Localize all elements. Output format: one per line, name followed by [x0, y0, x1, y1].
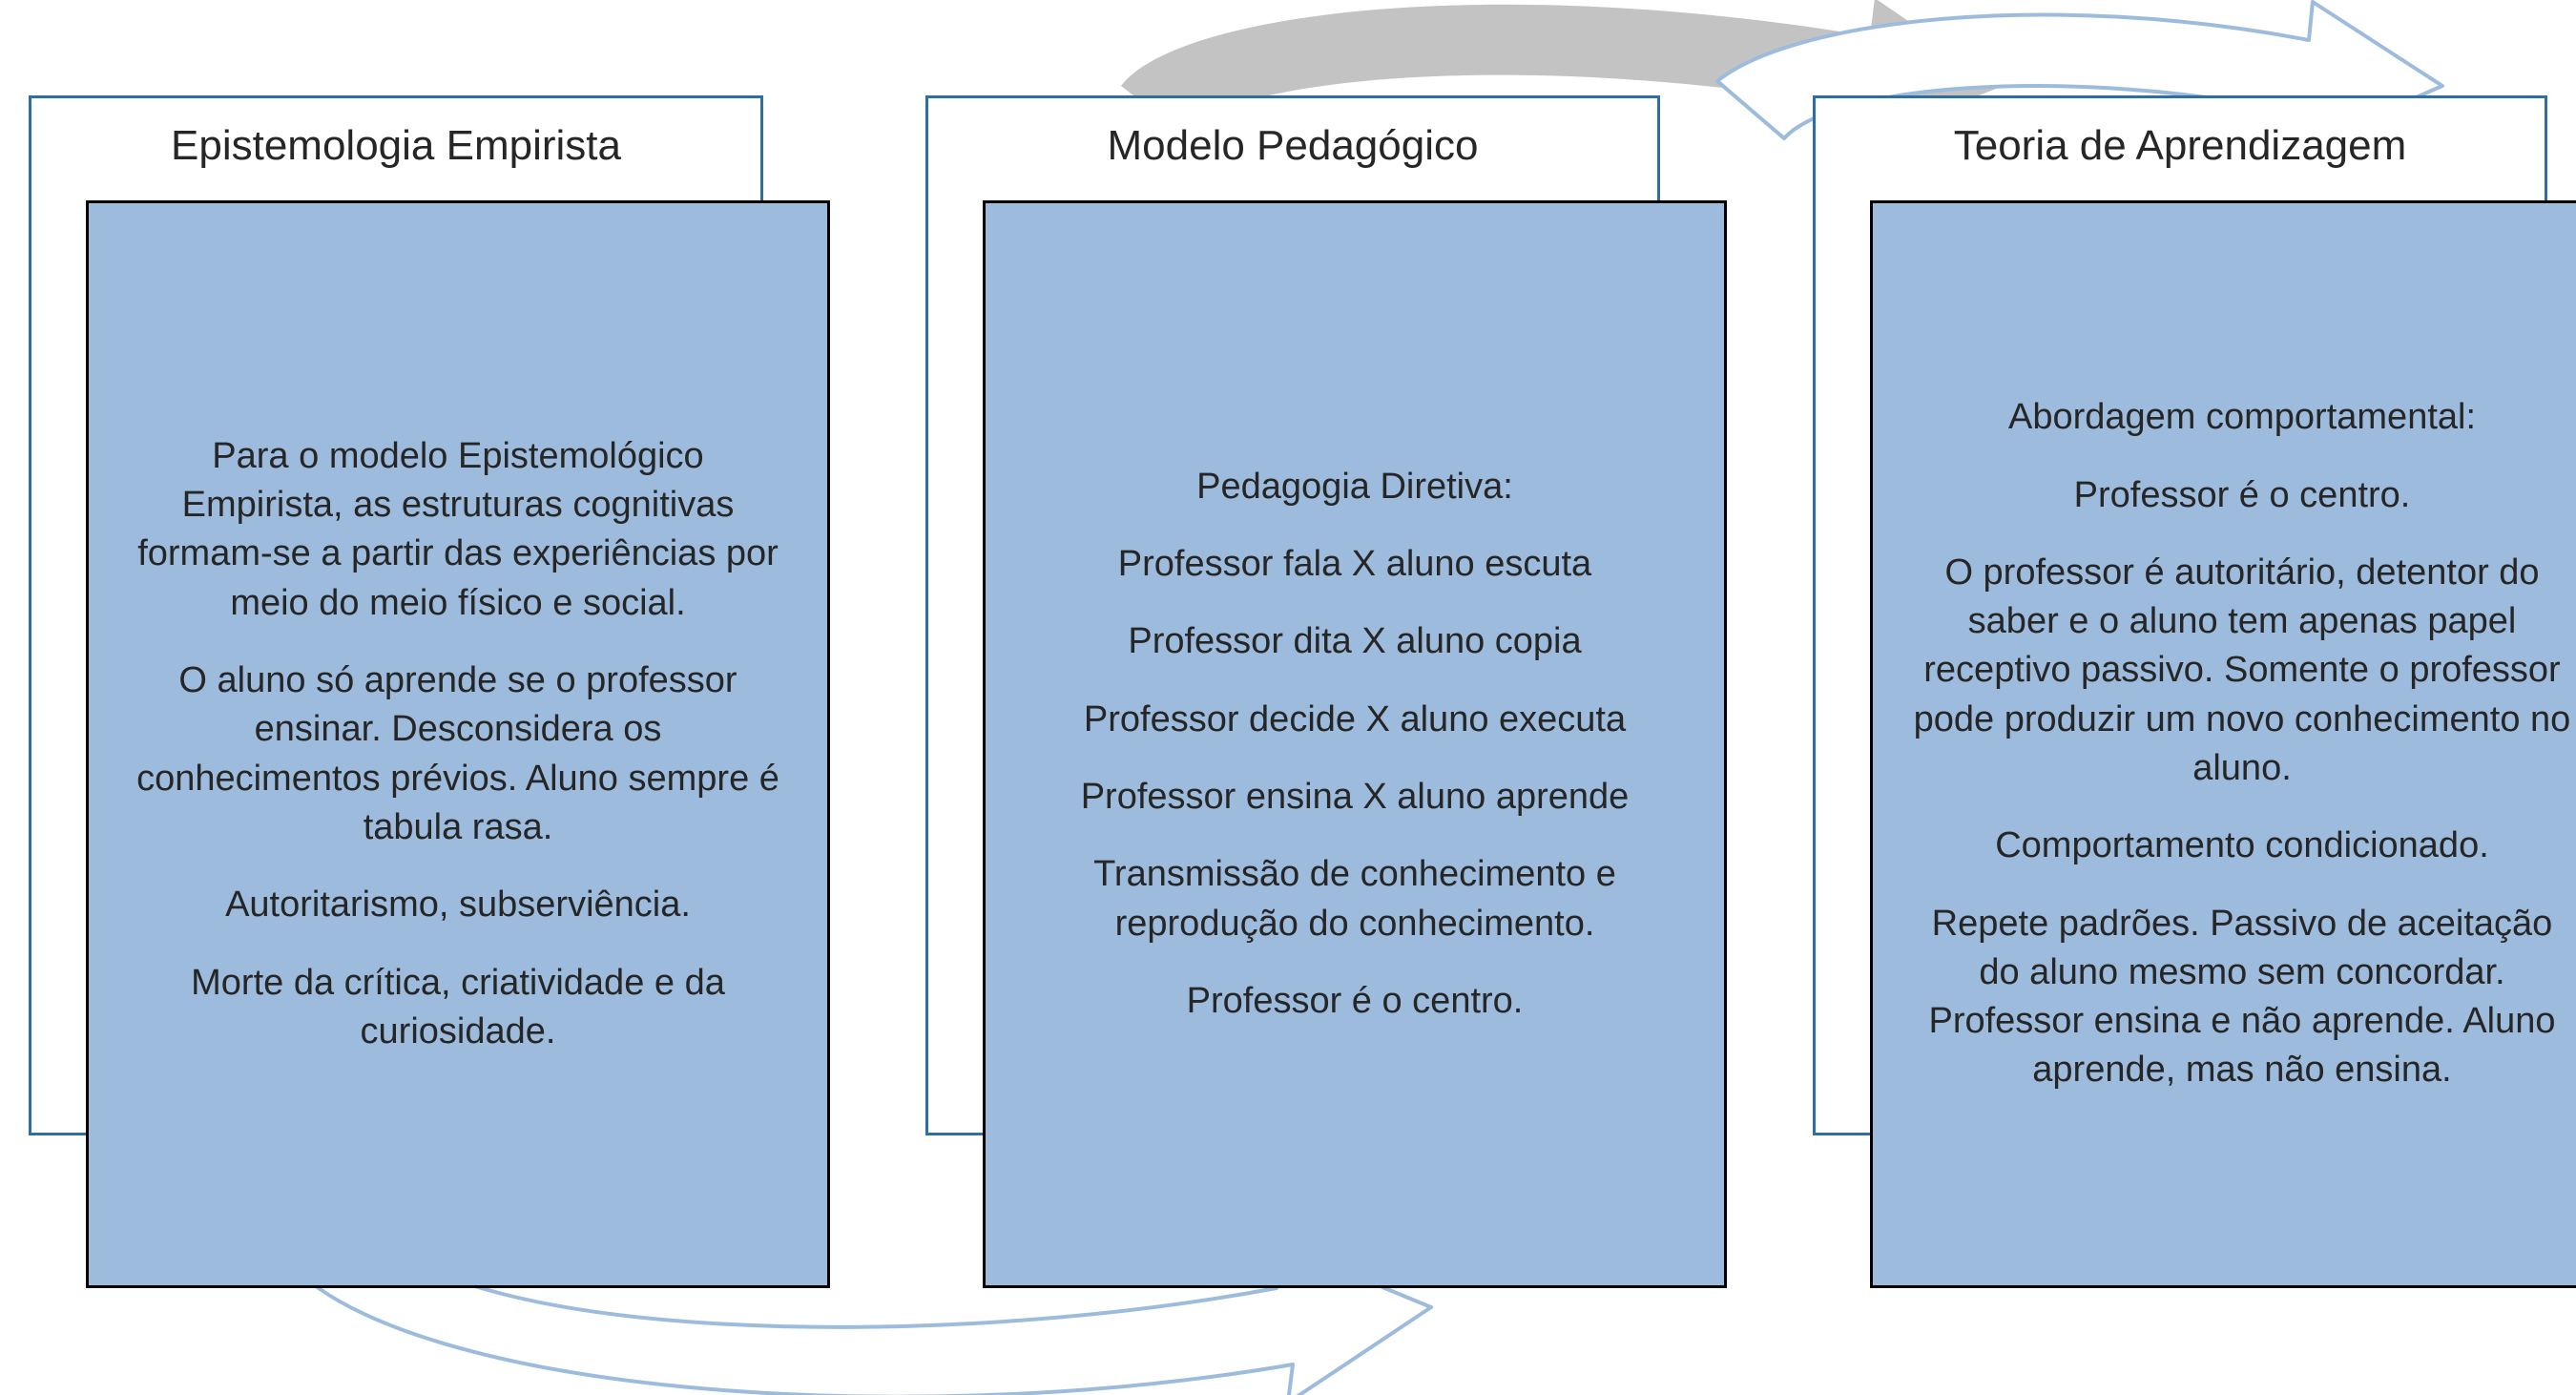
card-modelo-para: Transmissão de conhecimento e reprodução…	[1043, 850, 1667, 948]
card-epistemology-para: Morte da crítica, criatividade e da curi…	[136, 959, 779, 1057]
card-title-epistemology: Epistemologia Empirista	[29, 122, 763, 170]
card-title-teoria: Teoria de Aprendizagem	[1813, 122, 2547, 170]
card-modelo-para: Professor fala X aluno escuta	[1118, 540, 1591, 589]
card-epistemology-para: Para o modelo Epistemológico Empirista, …	[136, 432, 779, 628]
card-modelo-para: Professor dita X aluno copia	[1128, 617, 1581, 666]
card-modelo-para: Professor decide X aluno executa	[1084, 696, 1626, 744]
card-modelo-para: Pedagogia Diretiva:	[1196, 463, 1513, 511]
card-modelo-para: Professor é o centro.	[1187, 977, 1524, 1026]
card-teoria-para: Professor é o centro.	[2074, 471, 2411, 520]
diagram-stage: Epistemologia Empirista Para o modelo Epi…	[0, 0, 2576, 1395]
card-body-epistemology: Para o modelo Epistemológico Empirista, …	[86, 200, 830, 1288]
card-teoria-para: Repete padrões. Passivo de aceitação do …	[1911, 900, 2573, 1095]
card-teoria-para: Abordagem comportamental:	[2008, 393, 2476, 442]
card-body-modelo: Pedagogia Diretiva: Professor fala X alun…	[983, 200, 1727, 1288]
card-epistemology-para: O aluno só aprende se o professor ensina…	[136, 656, 779, 852]
card-body-teoria: Abordagem comportamental: Professor é o c…	[1870, 200, 2576, 1288]
card-epistemology-para: Autoritarismo, subserviência.	[225, 881, 691, 929]
card-teoria-para: Comportamento condicionado.	[1995, 822, 2489, 870]
card-teoria-para: O professor é autoritário, detentor do s…	[1911, 549, 2573, 793]
card-title-modelo: Modelo Pedagógico	[925, 122, 1660, 170]
card-modelo-para: Professor ensina X aluno aprende	[1081, 773, 1630, 822]
